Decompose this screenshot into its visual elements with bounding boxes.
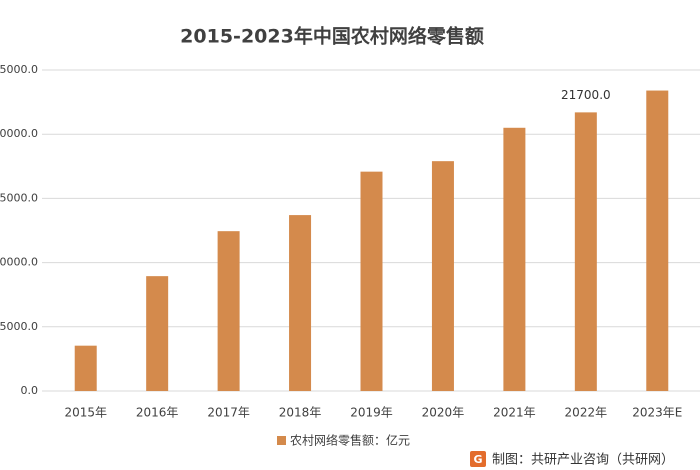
x-tick-label: 2021年: [493, 406, 536, 420]
x-tick-label: 2018年: [279, 406, 322, 420]
x-tick-label: 2016年: [136, 406, 179, 420]
x-tick-label: 2015年: [64, 406, 107, 420]
y-tick-label: 0.0: [21, 384, 39, 397]
source-logo: G: [470, 451, 486, 467]
bar: [574, 112, 597, 391]
bar: [289, 215, 312, 391]
bar: [360, 171, 383, 391]
svg-text:G: G: [473, 453, 482, 466]
x-tick-label: 2022年: [565, 406, 608, 420]
y-tick-label: 25000.0: [0, 63, 38, 76]
bar: [217, 231, 240, 391]
source: 制图：共研产业咨询（共研网）: [492, 453, 674, 468]
legend-label: 农村网络零售额：亿元: [290, 433, 410, 448]
bar: [146, 276, 169, 391]
bar: [431, 161, 454, 391]
bar: [646, 90, 669, 391]
legend-swatch: [277, 436, 286, 445]
y-tick-label: 20000.0: [0, 127, 38, 140]
x-tick-label: 2017年: [207, 406, 250, 420]
x-tick-label: 2019年: [350, 406, 393, 420]
bar: [74, 345, 97, 391]
chart-title: 2015-2023年中国农村网络零售额: [180, 25, 484, 48]
x-tick-label: 2020年: [422, 406, 465, 420]
x-tick-label: 2023年E: [632, 406, 682, 420]
data-label: 21700.0: [561, 88, 611, 102]
bar: [503, 127, 526, 391]
y-tick-label: 10000.0: [0, 256, 38, 269]
y-tick-label: 5000.0: [0, 320, 38, 333]
y-tick-label: 15000.0: [0, 191, 38, 204]
